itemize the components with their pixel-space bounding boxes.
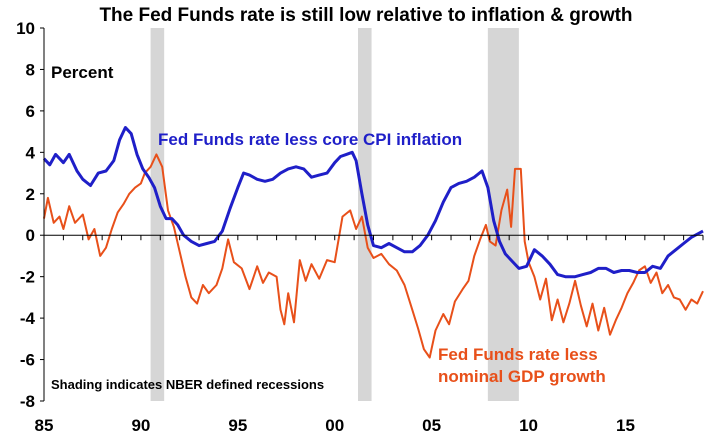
y-tick-label: -6: [20, 351, 35, 370]
series-line-real-fed-funds-core-cpi: [42, 126, 704, 279]
series-label-real-fed-funds-core-cpi: Fed Funds rate less core CPI inflation: [158, 130, 462, 149]
y-tick-label: 6: [26, 102, 35, 121]
y-tick-label: -4: [20, 309, 36, 328]
recession-shading-layer: [150, 28, 519, 401]
x-tick-label: 00: [325, 416, 344, 435]
y-tick-label: 2: [26, 185, 35, 204]
series-layer: [42, 126, 704, 359]
recession-note: Shading indicates NBER defined recession…: [51, 377, 324, 392]
series-line-fed-funds-less-ngdp: [43, 153, 704, 359]
x-tick-label: 05: [422, 416, 441, 435]
chart-title: The Fed Funds rate is still low relative…: [99, 5, 632, 26]
axis-layer: 10 8 6 4 2 0 -2 -4 -6 -885 90 95 00 05 10 15: [16, 19, 704, 435]
x-tick-label: 85: [35, 416, 54, 435]
label-layer: The Fed Funds rate is still low relative…: [51, 5, 633, 392]
y-tick-label: 8: [26, 60, 35, 79]
y-tick-label: 10: [16, 19, 35, 38]
y-tick-label: 0: [26, 226, 35, 245]
series-label-fed-funds-less-ngdp: Fed Funds rate less: [438, 345, 598, 364]
y-tick-label: -8: [20, 392, 35, 411]
y-tick-label: -2: [20, 268, 35, 287]
y-axis-label: Percent: [51, 63, 114, 82]
x-tick-label: 90: [131, 416, 150, 435]
x-tick-label: 15: [616, 416, 635, 435]
x-tick-label: 95: [228, 416, 247, 435]
series-label-fed-funds-less-ngdp: nominal GDP growth: [438, 367, 606, 386]
x-tick-label: 10: [519, 416, 538, 435]
y-tick-label: 4: [26, 143, 36, 162]
recession-band-1: [150, 28, 165, 401]
